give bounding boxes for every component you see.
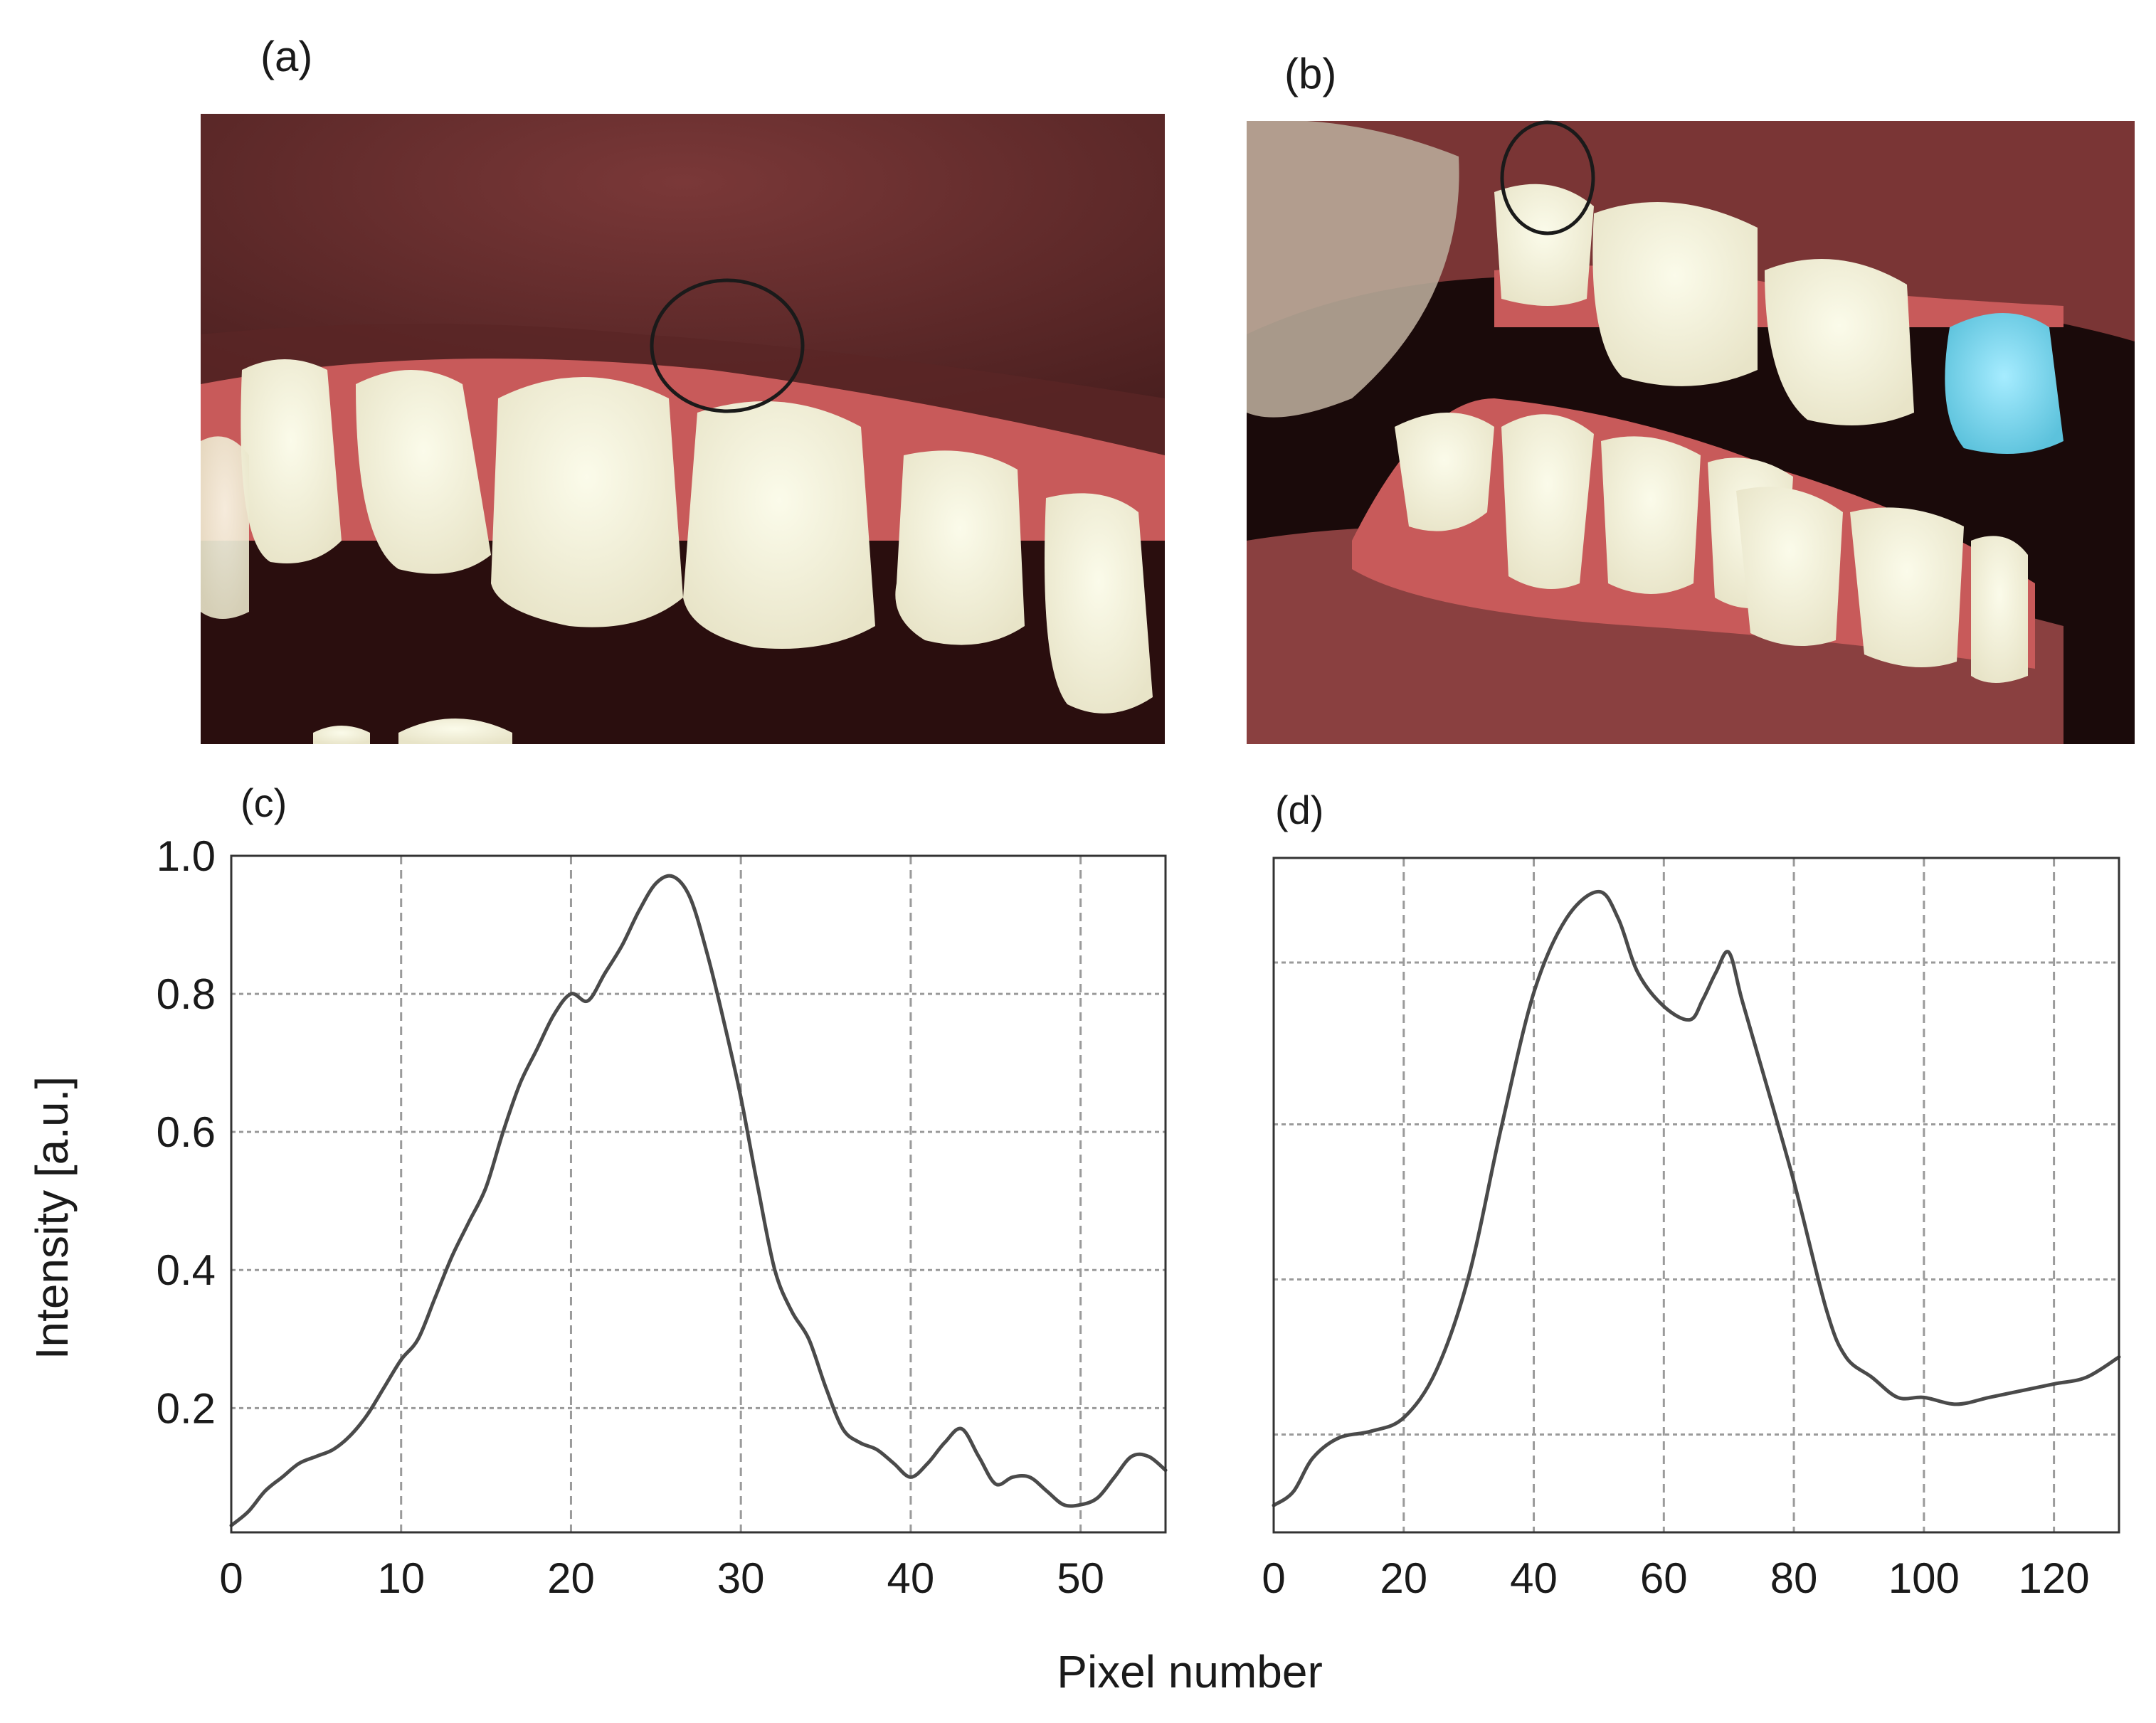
chart-d-x-tick-label: 80 bbox=[1770, 1554, 1818, 1602]
chart-c-x-tick-label: 0 bbox=[219, 1554, 243, 1602]
chart-d-frame bbox=[1272, 857, 2120, 1534]
chart-c-y-ticks: 0.2 0.4 0.6 0.8 1.0 bbox=[157, 832, 216, 1432]
chart-c-x-ticks: 0 10 20 30 40 50 bbox=[219, 1554, 1104, 1602]
chart-c-y-tick-label: 0.4 bbox=[157, 1246, 216, 1294]
chart-c-y-tick-label: 0.2 bbox=[157, 1384, 216, 1432]
chart-d-x-tick-label: 0 bbox=[1262, 1554, 1285, 1602]
chart-c-frame bbox=[230, 854, 1167, 1534]
chart-c-x-tick-label: 30 bbox=[717, 1554, 765, 1602]
chart-d-series-line bbox=[1272, 889, 2121, 1507]
chart-c-y-tick-label: 0.6 bbox=[157, 1108, 216, 1156]
chart-d-x-ticks: 0 20 40 60 80 100 120 bbox=[1262, 1554, 2089, 1602]
shared-y-axis-label: Intensity [a.u.] bbox=[26, 1076, 78, 1359]
chart-c-y-tick-label: 1.0 bbox=[157, 832, 216, 880]
photo-a bbox=[201, 114, 1165, 744]
chart-c: 0 10 20 30 40 50 0.2 0.4 0.6 0.8 1.0 bbox=[157, 832, 1168, 1602]
chart-c-x-tick-label: 40 bbox=[887, 1554, 935, 1602]
chart-c-series-line bbox=[229, 874, 1168, 1527]
chart-d-x-tick-label: 60 bbox=[1640, 1554, 1688, 1602]
panel-label-d: (d) bbox=[1275, 788, 1323, 832]
chart-d-x-tick-label: 100 bbox=[1888, 1554, 1960, 1602]
shared-x-axis-label: Pixel number bbox=[1057, 1646, 1323, 1697]
photo-b bbox=[1247, 121, 2135, 744]
chart-d-x-tick-label: 120 bbox=[2019, 1554, 2090, 1602]
chart-c-x-tick-label: 10 bbox=[377, 1554, 425, 1602]
chart-c-y-tick-label: 0.8 bbox=[157, 970, 216, 1018]
chart-d-x-tick-label: 40 bbox=[1510, 1554, 1558, 1602]
chart-c-x-tick-label: 50 bbox=[1057, 1554, 1104, 1602]
panel-label-b: (b) bbox=[1284, 50, 1336, 97]
chart-d: 0 20 40 60 80 100 120 bbox=[1262, 857, 2121, 1602]
panel-label-a: (a) bbox=[260, 33, 312, 80]
region-circle-a bbox=[650, 278, 805, 413]
chart-d-grid bbox=[1274, 858, 2119, 1532]
chart-c-grid bbox=[231, 856, 1166, 1532]
region-circle-b bbox=[1500, 120, 1595, 235]
panel-label-c: (c) bbox=[241, 780, 287, 825]
chart-c-x-tick-label: 20 bbox=[547, 1554, 595, 1602]
chart-d-x-tick-label: 20 bbox=[1380, 1554, 1427, 1602]
